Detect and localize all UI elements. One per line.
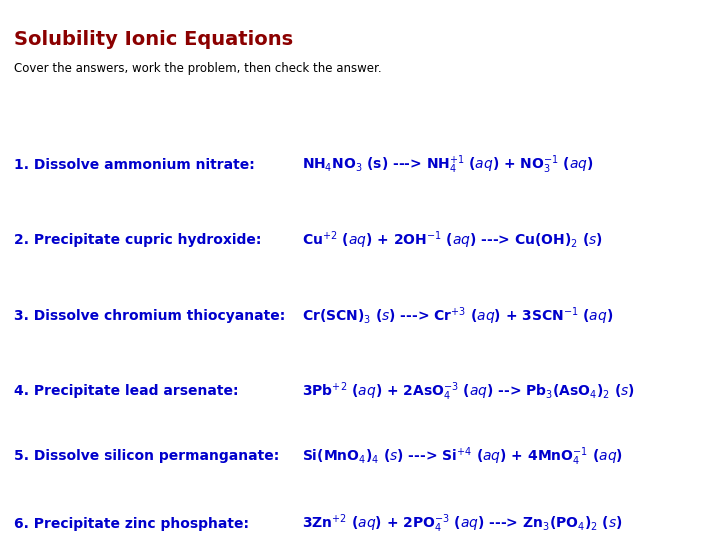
Text: 1. Dissolve ammonium nitrate:: 1. Dissolve ammonium nitrate: bbox=[14, 158, 255, 172]
Text: 3Pb$^{+2}$ ($\mathit{aq}$) + 2AsO$_4^{-3}$ ($\mathit{aq}$) --> Pb$_3$(AsO$_4$)$_: 3Pb$^{+2}$ ($\mathit{aq}$) + 2AsO$_4^{-3… bbox=[302, 380, 635, 403]
Text: Cu$^{+2}$ ($\mathit{aq}$) + 2OH$^{-1}$ ($\mathit{aq}$) ---> Cu(OH)$_2$ ($\mathit: Cu$^{+2}$ ($\mathit{aq}$) + 2OH$^{-1}$ (… bbox=[302, 230, 603, 251]
Text: 6. Precipitate zinc phosphate:: 6. Precipitate zinc phosphate: bbox=[14, 517, 249, 531]
Text: NH$_4$NO$_3$ (s) ---> NH$_4^{+1}$ ($\mathit{aq}$) + NO$_3^{-1}$ ($\mathit{aq}$): NH$_4$NO$_3$ (s) ---> NH$_4^{+1}$ ($\mat… bbox=[302, 153, 594, 176]
Text: 4. Precipitate lead arsenate:: 4. Precipitate lead arsenate: bbox=[14, 384, 239, 399]
Text: Cr(SCN)$_3$ ($\mathit{s}$) ---> Cr$^{+3}$ ($\mathit{aq}$) + 3SCN$^{-1}$ ($\mathi: Cr(SCN)$_3$ ($\mathit{s}$) ---> Cr$^{+3}… bbox=[302, 305, 614, 327]
Text: Cover the answers, work the problem, then check the answer.: Cover the answers, work the problem, the… bbox=[14, 62, 382, 75]
Text: Solubility Ionic Equations: Solubility Ionic Equations bbox=[14, 30, 294, 49]
Text: 3. Dissolve chromium thiocyanate:: 3. Dissolve chromium thiocyanate: bbox=[14, 309, 286, 323]
Text: 2. Precipitate cupric hydroxide:: 2. Precipitate cupric hydroxide: bbox=[14, 233, 262, 247]
Text: 3Zn$^{+2}$ ($\mathit{aq}$) + 2PO$_4^{-3}$ ($\mathit{aq}$) ---> Zn$_3$(PO$_4$)$_2: 3Zn$^{+2}$ ($\mathit{aq}$) + 2PO$_4^{-3}… bbox=[302, 512, 623, 535]
Text: 5. Dissolve silicon permanganate:: 5. Dissolve silicon permanganate: bbox=[14, 449, 279, 463]
Text: Si(MnO$_4$)$_4$ ($\mathit{s}$) ---> Si$^{+4}$ ($\mathit{aq}$) + 4MnO$_4^{-1}$ ($: Si(MnO$_4$)$_4$ ($\mathit{s}$) ---> Si$^… bbox=[302, 445, 624, 468]
